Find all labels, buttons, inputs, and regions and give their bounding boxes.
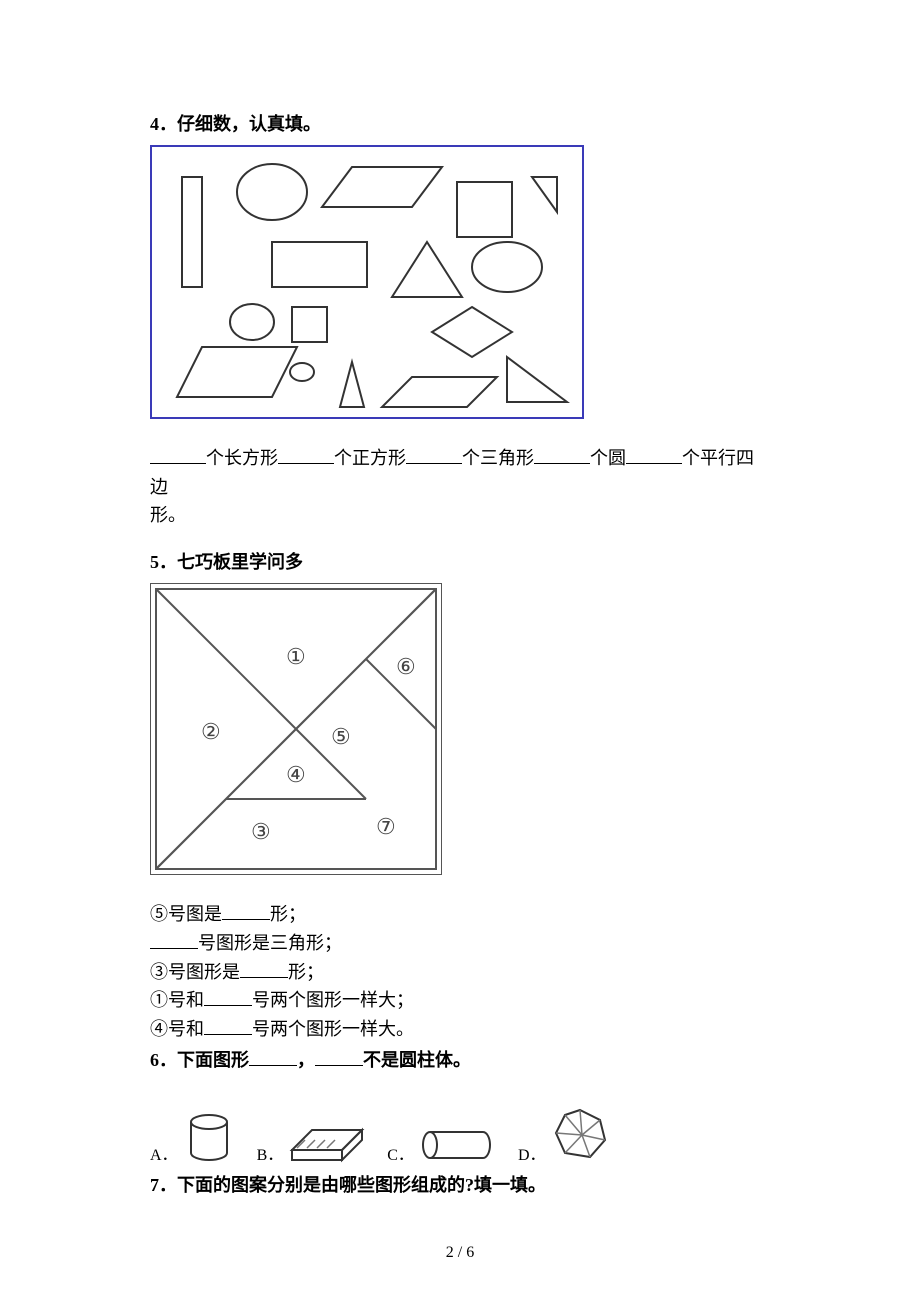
q5-l1-post: 形；: [270, 904, 306, 924]
q6-blank-1[interactable]: [249, 1047, 297, 1066]
shape-triangle-1: [532, 177, 557, 212]
q6-label-c: C．: [387, 1141, 414, 1165]
shape-triangle-3: [340, 362, 364, 407]
cylinder-horizontal-icon: [418, 1125, 498, 1165]
q4-shapes-svg: [150, 145, 584, 419]
q6-options: A． B． C．: [150, 1105, 770, 1165]
q5-line-2: 号图形是三角形；: [150, 929, 770, 958]
q6-label-d: D．: [518, 1141, 546, 1165]
q6-blank-2[interactable]: [315, 1047, 363, 1066]
q4-blank-3[interactable]: [406, 445, 462, 464]
q4-text-triangle: 个三角形: [462, 448, 534, 468]
q4-blank-4[interactable]: [534, 445, 590, 464]
q4-blank-5[interactable]: [626, 445, 682, 464]
shape-triangle-4: [507, 357, 567, 402]
tangram-label-1: ①: [286, 644, 306, 669]
q4-text-end: 形。: [150, 505, 186, 525]
q5-l2-post: 号图形是三角形；: [198, 933, 342, 953]
shape-parallelogram-1: [322, 167, 442, 207]
q4-text-circle: 个圆: [590, 448, 626, 468]
tangram-label-3: ③: [251, 819, 271, 844]
q4-blank-2[interactable]: [278, 445, 334, 464]
q6-label-b: B．: [257, 1141, 284, 1165]
shape-diamond: [432, 307, 512, 357]
prism-icon: [287, 1115, 367, 1165]
q6-option-b[interactable]: B．: [257, 1115, 368, 1165]
shape-triangle-2: [392, 242, 462, 297]
q5-l3-post: 形；: [288, 962, 324, 982]
q5-figure: ① ② ③ ④ ⑤ ⑥ ⑦: [150, 583, 770, 880]
q5-blank-4[interactable]: [204, 987, 252, 1006]
q6-option-c[interactable]: C．: [387, 1125, 498, 1165]
q4-text-square: 个正方形: [334, 448, 406, 468]
q6-option-d[interactable]: D．: [518, 1105, 610, 1165]
q5-heading: 5．七巧板里学问多: [150, 548, 770, 577]
q6-post: 不是圆柱体。: [363, 1050, 471, 1070]
q7-heading: 7．下面的图案分别是由哪些图形组成的?填一填。: [150, 1171, 770, 1200]
q5-l4-pre: ①号和: [150, 990, 204, 1010]
tangram-label-6: ⑥: [396, 654, 416, 679]
q5-line-5: ④号和 号两个图形一样大。: [150, 1015, 770, 1044]
tangram-line-1: [156, 589, 296, 729]
shape-circle-2: [472, 242, 542, 292]
shape-square-2: [292, 307, 327, 342]
shape-circle-1: [237, 164, 307, 220]
tangram-label-7: ⑦: [376, 814, 396, 839]
shape-circle-3: [230, 304, 274, 340]
q5-l3-pre: ③号图形是: [150, 962, 240, 982]
tangram-label-4: ④: [286, 762, 306, 787]
q5-blank-2[interactable]: [150, 930, 198, 949]
shape-square-1: [457, 182, 512, 237]
page: 4．仔细数，认真填。: [0, 0, 920, 1302]
q6-mid: ，: [297, 1050, 315, 1070]
q5-l4-post: 号两个图形一样大；: [252, 990, 414, 1010]
tangram-label-2: ②: [201, 719, 221, 744]
polyhedron-icon: [550, 1105, 610, 1165]
q4-figure: [150, 145, 770, 424]
shape-parallelogram-3: [382, 377, 497, 407]
q4-blank-1[interactable]: [150, 445, 206, 464]
q5-tangram-svg: ① ② ③ ④ ⑤ ⑥ ⑦: [150, 583, 442, 875]
q6-pre: 6．下面图形: [150, 1050, 249, 1070]
q5-l5-post: 号两个图形一样大。: [252, 1019, 414, 1039]
q5-blank-5[interactable]: [204, 1016, 252, 1035]
q4-fill-line: 个长方形个正方形个三角形个圆个平行四边形。: [150, 444, 770, 530]
q5-line-4: ①号和 号两个图形一样大；: [150, 986, 770, 1015]
q4-heading: 4．仔细数，认真填。: [150, 110, 770, 139]
cylinder-vertical-icon: [182, 1110, 237, 1165]
shape-rect-mid: [272, 242, 367, 287]
q6-heading: 6．下面图形 ， 不是圆柱体。: [150, 1046, 770, 1075]
tangram-label-5: ⑤: [331, 724, 351, 749]
q5-l5-pre: ④号和: [150, 1019, 204, 1039]
q4-text-rect: 个长方形: [206, 448, 278, 468]
q5-line-3: ③号图形是 形；: [150, 958, 770, 987]
page-number: 2 / 6: [0, 1244, 920, 1262]
q5-l1-pre: ⑤号图是: [150, 904, 222, 924]
q5-blank-1[interactable]: [222, 901, 270, 920]
shape-rect-tall: [182, 177, 202, 287]
shape-circle-4: [290, 363, 314, 381]
q6-label-a: A．: [150, 1141, 178, 1165]
q5-line-1: ⑤号图是 形；: [150, 900, 770, 929]
q6-option-a[interactable]: A．: [150, 1110, 237, 1165]
shape-parallelogram-2: [177, 347, 297, 397]
q5-blank-3[interactable]: [240, 959, 288, 978]
